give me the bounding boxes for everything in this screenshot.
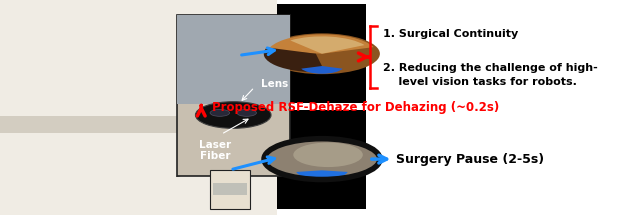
Bar: [211, 170, 250, 209]
Bar: [213, 183, 247, 195]
Bar: [278, 4, 366, 103]
Circle shape: [264, 33, 380, 74]
Wedge shape: [291, 36, 365, 54]
Bar: [278, 110, 366, 209]
Circle shape: [237, 109, 257, 116]
Wedge shape: [268, 34, 374, 54]
Circle shape: [210, 109, 230, 116]
Text: Lens: Lens: [260, 79, 288, 89]
Bar: [177, 15, 290, 176]
Wedge shape: [301, 66, 342, 74]
Bar: [0, 116, 278, 133]
Circle shape: [195, 102, 271, 128]
Text: Surgery Pause (2-5s): Surgery Pause (2-5s): [396, 153, 545, 166]
Text: 2. Reducing the challenge of high-
    level vision tasks for robots.: 2. Reducing the challenge of high- level…: [383, 63, 598, 88]
Circle shape: [293, 143, 363, 167]
Text: Proposed RSF-Dehaze for Dehazing (~0.2s): Proposed RSF-Dehaze for Dehazing (~0.2s): [212, 101, 499, 114]
Circle shape: [267, 140, 377, 178]
Wedge shape: [264, 48, 325, 72]
Bar: [177, 15, 290, 104]
Wedge shape: [296, 170, 348, 180]
Text: 1. Surgical Continuity: 1. Surgical Continuity: [383, 29, 518, 39]
Circle shape: [264, 139, 380, 180]
Bar: [0, 0, 278, 215]
Text: Laser
Fiber: Laser Fiber: [199, 140, 231, 161]
